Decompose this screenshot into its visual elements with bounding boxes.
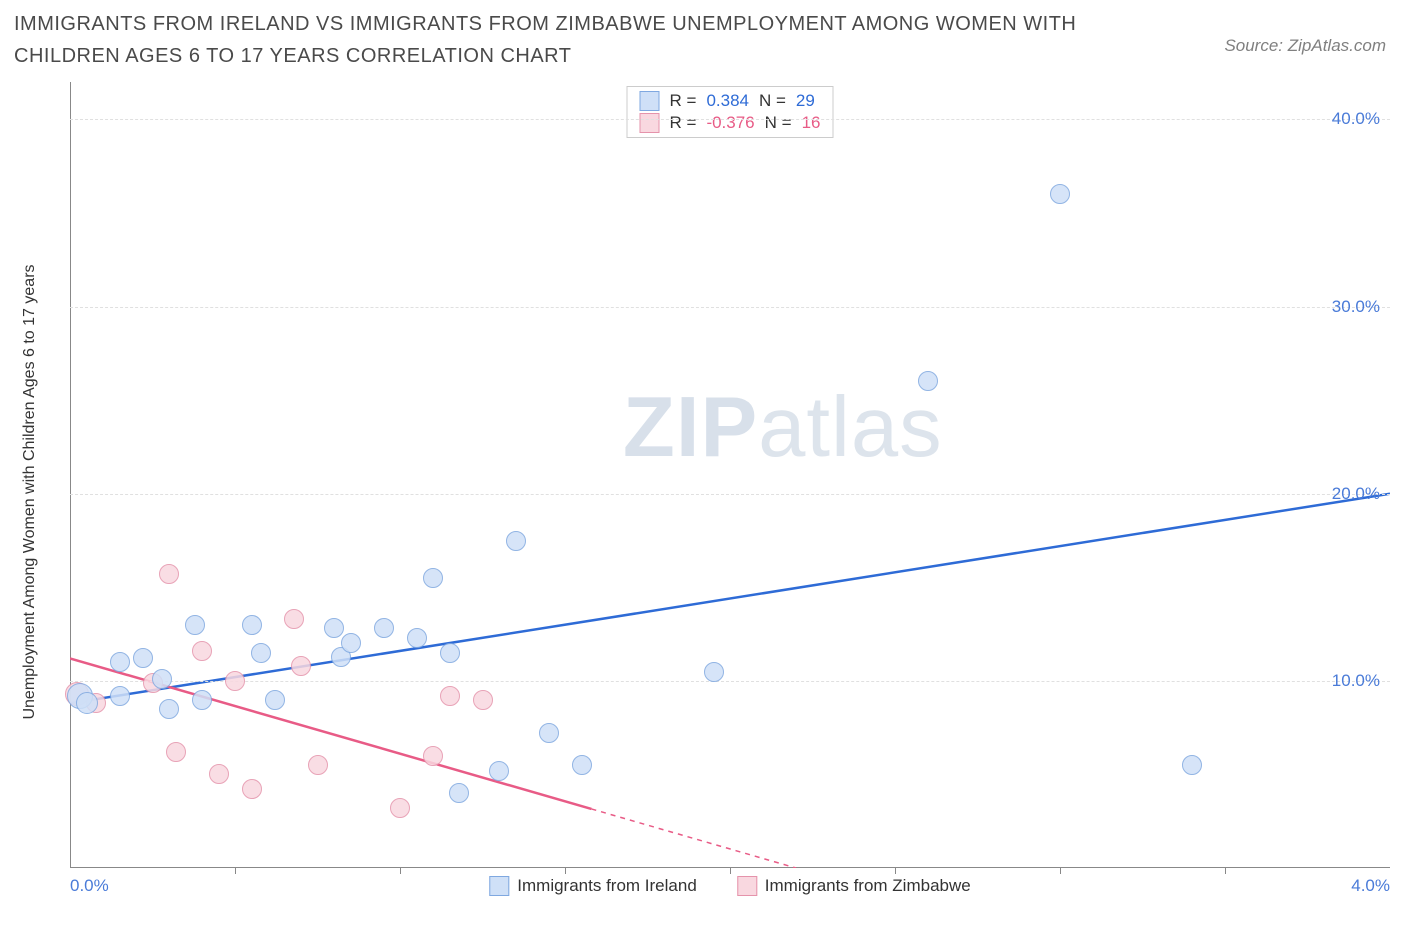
chart-container: Unemployment Among Women with Children A… xyxy=(50,82,1390,902)
ireland-point xyxy=(110,652,130,672)
swatch-zimbabwe xyxy=(737,876,757,896)
bottom-legend: Immigrants from Ireland Immigrants from … xyxy=(489,876,970,896)
zimbabwe-point xyxy=(308,755,328,775)
plot-area: ZIPatlas R = 0.384 N = 29 R = -0.376 N =… xyxy=(70,82,1390,868)
ireland-point xyxy=(572,755,592,775)
zimbabwe-point xyxy=(473,690,493,710)
zimbabwe-point xyxy=(440,686,460,706)
ireland-point xyxy=(449,783,469,803)
legend-label-ireland: Immigrants from Ireland xyxy=(517,876,697,896)
gridline xyxy=(70,494,1390,495)
ireland-point xyxy=(341,633,361,653)
gridline xyxy=(70,119,1390,120)
ireland-point xyxy=(159,699,179,719)
stat-r-value-ireland: 0.384 xyxy=(706,91,749,111)
x-minor-tick xyxy=(730,868,731,874)
ireland-point xyxy=(407,628,427,648)
ireland-point xyxy=(76,692,98,714)
zimbabwe-point xyxy=(225,671,245,691)
stat-n-label: N = xyxy=(759,91,786,111)
stat-r-value-zimbabwe: -0.376 xyxy=(706,113,754,133)
ireland-point xyxy=(1050,184,1070,204)
ireland-point xyxy=(110,686,130,706)
x-minor-tick xyxy=(235,868,236,874)
watermark-zip: ZIP xyxy=(623,380,758,475)
y-axis-label: Unemployment Among Women with Children A… xyxy=(21,264,39,719)
ireland-point xyxy=(423,568,443,588)
ireland-point xyxy=(133,648,153,668)
x-minor-tick xyxy=(565,868,566,874)
ireland-point xyxy=(152,669,172,689)
watermark-atlas: atlas xyxy=(758,380,943,475)
zimbabwe-point xyxy=(284,609,304,629)
ireland-point xyxy=(324,618,344,638)
ireland-point xyxy=(539,723,559,743)
zimbabwe-point xyxy=(291,656,311,676)
x-tick-max: 4.0% xyxy=(1351,876,1390,896)
zimbabwe-point xyxy=(192,641,212,661)
swatch-ireland xyxy=(640,91,660,111)
ireland-point xyxy=(506,531,526,551)
ireland-point xyxy=(192,690,212,710)
ireland-point xyxy=(440,643,460,663)
gridline xyxy=(70,681,1390,682)
stat-r-label: R = xyxy=(670,91,697,111)
zimbabwe-point xyxy=(209,764,229,784)
ireland-point xyxy=(1182,755,1202,775)
stat-n-label: N = xyxy=(765,113,792,133)
swatch-ireland xyxy=(489,876,509,896)
stats-row-zimbabwe: R = -0.376 N = 16 xyxy=(640,113,821,133)
legend-item-ireland: Immigrants from Ireland xyxy=(489,876,697,896)
trend-lines-svg xyxy=(70,82,1390,868)
ireland-point xyxy=(704,662,724,682)
stat-n-value-zimbabwe: 16 xyxy=(802,113,821,133)
y-tick-label: 40.0% xyxy=(1332,109,1380,129)
ireland-point xyxy=(265,690,285,710)
source-attribution: Source: ZipAtlas.com xyxy=(1224,36,1386,56)
stats-legend-box: R = 0.384 N = 29 R = -0.376 N = 16 xyxy=(627,86,834,138)
stats-row-ireland: R = 0.384 N = 29 xyxy=(640,91,821,111)
stat-n-value-ireland: 29 xyxy=(796,91,815,111)
stat-r-label: R = xyxy=(670,113,697,133)
zimbabwe-point xyxy=(159,564,179,584)
y-axis-line xyxy=(70,82,71,868)
watermark: ZIPatlas xyxy=(623,379,943,477)
x-minor-tick xyxy=(1225,868,1226,874)
y-tick-label: 10.0% xyxy=(1332,671,1380,691)
x-minor-tick xyxy=(1060,868,1061,874)
ireland-point xyxy=(251,643,271,663)
ireland-point xyxy=(489,761,509,781)
x-tick-min: 0.0% xyxy=(70,876,109,896)
legend-item-zimbabwe: Immigrants from Zimbabwe xyxy=(737,876,971,896)
chart-title: IMMIGRANTS FROM IRELAND VS IMMIGRANTS FR… xyxy=(14,8,1144,72)
zimbabwe-point xyxy=(166,742,186,762)
zimbabwe-point xyxy=(423,746,443,766)
y-tick-label: 30.0% xyxy=(1332,297,1380,317)
ireland-point xyxy=(374,618,394,638)
ireland-point xyxy=(185,615,205,635)
gridline xyxy=(70,307,1390,308)
ireland-point xyxy=(242,615,262,635)
legend-label-zimbabwe: Immigrants from Zimbabwe xyxy=(765,876,971,896)
x-minor-tick xyxy=(895,868,896,874)
swatch-zimbabwe xyxy=(640,113,660,133)
zimbabwe-point xyxy=(390,798,410,818)
zimbabwe-point xyxy=(242,779,262,799)
x-minor-tick xyxy=(400,868,401,874)
y-tick-label: 20.0% xyxy=(1332,484,1380,504)
ireland-point xyxy=(918,371,938,391)
